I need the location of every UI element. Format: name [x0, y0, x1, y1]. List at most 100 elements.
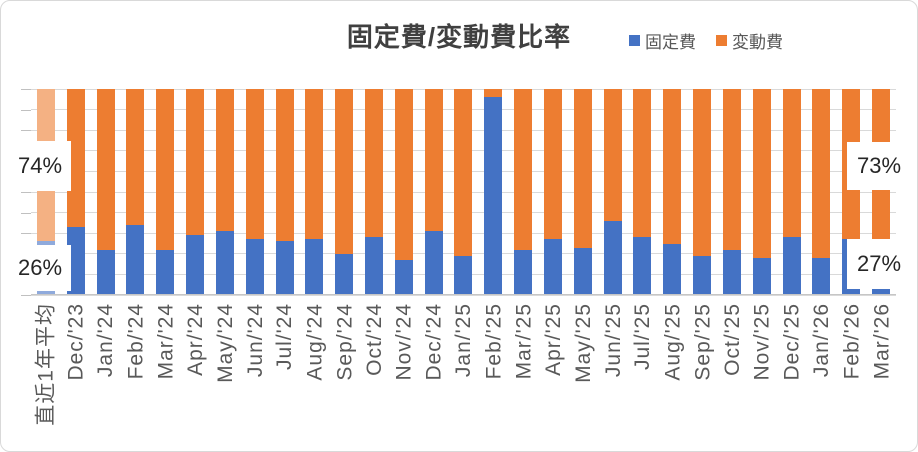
segment-fixed-cost[interactable] — [484, 97, 503, 295]
segment-variable-cost[interactable] — [365, 89, 383, 238]
x-axis-label[interactable]: Jul/'25 — [631, 303, 655, 371]
segment-fixed-cost[interactable] — [424, 231, 443, 295]
stacked-bar-Jul/'24[interactable] — [275, 89, 294, 295]
x-axis-label[interactable]: 直近1年平均 — [34, 303, 58, 426]
segment-variable-cost[interactable] — [215, 89, 234, 232]
segment-fixed-cost[interactable] — [186, 235, 205, 295]
segment-fixed-cost[interactable] — [514, 249, 533, 295]
stacked-bar-Jun/'24[interactable] — [245, 89, 264, 295]
x-axis-label[interactable]: Feb/'25 — [482, 303, 506, 380]
segment-variable-cost[interactable] — [66, 89, 85, 228]
x-axis-label[interactable]: Sep/'25 — [691, 303, 715, 381]
x-axis-label[interactable]: Mar/'25 — [512, 303, 536, 380]
x-axis-label[interactable]: May/'24 — [213, 303, 237, 383]
stacked-bar-Feb/'24[interactable] — [126, 89, 145, 295]
segment-variable-cost[interactable] — [812, 89, 831, 258]
segment-variable-cost[interactable] — [514, 89, 533, 250]
stacked-bar-Aug/'25[interactable] — [663, 89, 682, 295]
segment-variable-cost[interactable] — [424, 89, 443, 232]
segment-fixed-cost[interactable] — [812, 257, 831, 295]
stacked-bar-Jan/'25[interactable] — [454, 89, 473, 295]
segment-fixed-cost[interactable] — [603, 220, 622, 295]
x-axis-label[interactable]: Mar/'24 — [154, 303, 178, 380]
stacked-bar-Dec/'23[interactable] — [66, 89, 85, 295]
stacked-bar-Apr/'25[interactable] — [543, 89, 562, 295]
segment-variable-cost[interactable] — [394, 89, 413, 260]
segment-fixed-cost[interactable] — [633, 237, 652, 295]
segment-variable-cost[interactable] — [454, 89, 473, 256]
stacked-bar-Dec/'24[interactable] — [424, 89, 443, 295]
data-label-fixed-avg[interactable]: 26% — [9, 245, 71, 291]
x-axis-label[interactable]: Nov/'24 — [392, 303, 416, 381]
x-axis-label[interactable]: Oct/'24 — [363, 303, 386, 376]
stacked-bar-Jan/'26[interactable] — [812, 89, 831, 295]
segment-fixed-cost[interactable] — [335, 253, 354, 295]
x-axis-label[interactable]: Dec/'25 — [780, 303, 804, 381]
segment-variable-cost[interactable] — [543, 89, 562, 240]
segment-variable-cost[interactable] — [156, 89, 175, 250]
segment-variable-cost[interactable] — [693, 89, 712, 256]
segment-fixed-cost[interactable] — [782, 237, 801, 295]
segment-variable-cost[interactable] — [752, 89, 771, 258]
segment-variable-cost[interactable] — [633, 89, 652, 238]
segment-fixed-cost[interactable] — [156, 249, 175, 295]
segment-fixed-cost[interactable] — [543, 239, 562, 295]
data-label-variable-latest[interactable]: 73% — [847, 142, 911, 190]
segment-fixed-cost[interactable] — [66, 227, 85, 295]
legend-item-variable-cost[interactable]: 変動費 — [716, 28, 783, 53]
segment-fixed-cost[interactable] — [126, 224, 145, 295]
segment-variable-cost[interactable] — [722, 89, 741, 250]
stacked-bar-Oct/'25[interactable] — [722, 89, 741, 295]
segment-variable-cost[interactable] — [96, 89, 115, 250]
stacked-bar-Mar/'25[interactable] — [514, 89, 533, 295]
segment-fixed-cost[interactable] — [454, 255, 473, 295]
stacked-bar-Feb/'25[interactable] — [484, 89, 503, 295]
x-axis-label[interactable]: Aug/'24 — [303, 303, 327, 381]
stacked-bar-Oct/'24[interactable] — [365, 89, 383, 295]
x-axis-label[interactable]: Feb/'24 — [124, 303, 148, 380]
segment-fixed-cost[interactable] — [752, 257, 771, 295]
stacked-bar-Nov/'25[interactable] — [752, 89, 771, 295]
legend-item-fixed-cost[interactable]: 固定費 — [629, 28, 696, 53]
segment-fixed-cost[interactable] — [275, 241, 294, 295]
segment-fixed-cost[interactable] — [305, 239, 324, 295]
x-axis-label[interactable]: Jun/'24 — [243, 303, 267, 378]
segment-variable-cost[interactable] — [663, 89, 682, 244]
x-axis-label[interactable]: Dec/'23 — [64, 303, 88, 381]
stacked-bar-Jun/'25[interactable] — [603, 89, 622, 295]
x-axis-label[interactable]: Sep/'24 — [333, 303, 357, 381]
stacked-bar-May/'25[interactable] — [573, 89, 592, 295]
segment-variable-cost[interactable] — [603, 89, 622, 221]
segment-variable-cost[interactable] — [484, 89, 503, 98]
segment-fixed-cost[interactable] — [215, 231, 234, 295]
segment-variable-cost[interactable] — [335, 89, 354, 254]
plot-area[interactable] — [31, 88, 896, 296]
stacked-bar-Jul/'25[interactable] — [633, 89, 652, 295]
x-axis-label[interactable]: Jan/'25 — [452, 303, 476, 378]
x-axis-label[interactable]: Jun/'25 — [601, 303, 625, 378]
segment-fixed-cost[interactable] — [573, 247, 592, 295]
segment-variable-cost[interactable] — [245, 89, 264, 240]
x-axis-label[interactable]: Feb/'26 — [840, 303, 864, 380]
segment-fixed-cost[interactable] — [245, 239, 264, 295]
chart-title[interactable]: 固定費/変動費比率 — [346, 22, 572, 52]
stacked-bar-Mar/'24[interactable] — [156, 89, 175, 295]
data-label-fixed-latest[interactable]: 27% — [847, 239, 911, 289]
segment-variable-cost[interactable] — [126, 89, 145, 225]
segment-variable-cost[interactable] — [782, 89, 801, 238]
stacked-bar-Nov/'24[interactable] — [394, 89, 413, 295]
segment-fixed-cost[interactable] — [722, 249, 741, 295]
stacked-bar-Apr/'24[interactable] — [186, 89, 205, 295]
data-label-variable-avg[interactable]: 74% — [9, 141, 71, 191]
segment-variable-cost[interactable] — [573, 89, 592, 248]
x-axis-label[interactable]: Apr/'24 — [184, 303, 208, 376]
x-axis-labels[interactable]: 直近1年平均 Dec/'23 Jan/'24 Feb/'24 Mar/'24 Apr/'2… — [31, 301, 896, 451]
x-axis-label[interactable]: Jan/'24 — [94, 303, 118, 378]
segment-fixed-cost[interactable] — [365, 237, 383, 295]
stacked-bar-Aug/'24[interactable] — [305, 89, 324, 295]
segment-variable-cost[interactable] — [186, 89, 205, 236]
stacked-bar-Jan/'24[interactable] — [96, 89, 115, 295]
x-axis-label[interactable]: Dec/'24 — [422, 303, 446, 381]
segment-fixed-cost[interactable] — [394, 259, 413, 295]
